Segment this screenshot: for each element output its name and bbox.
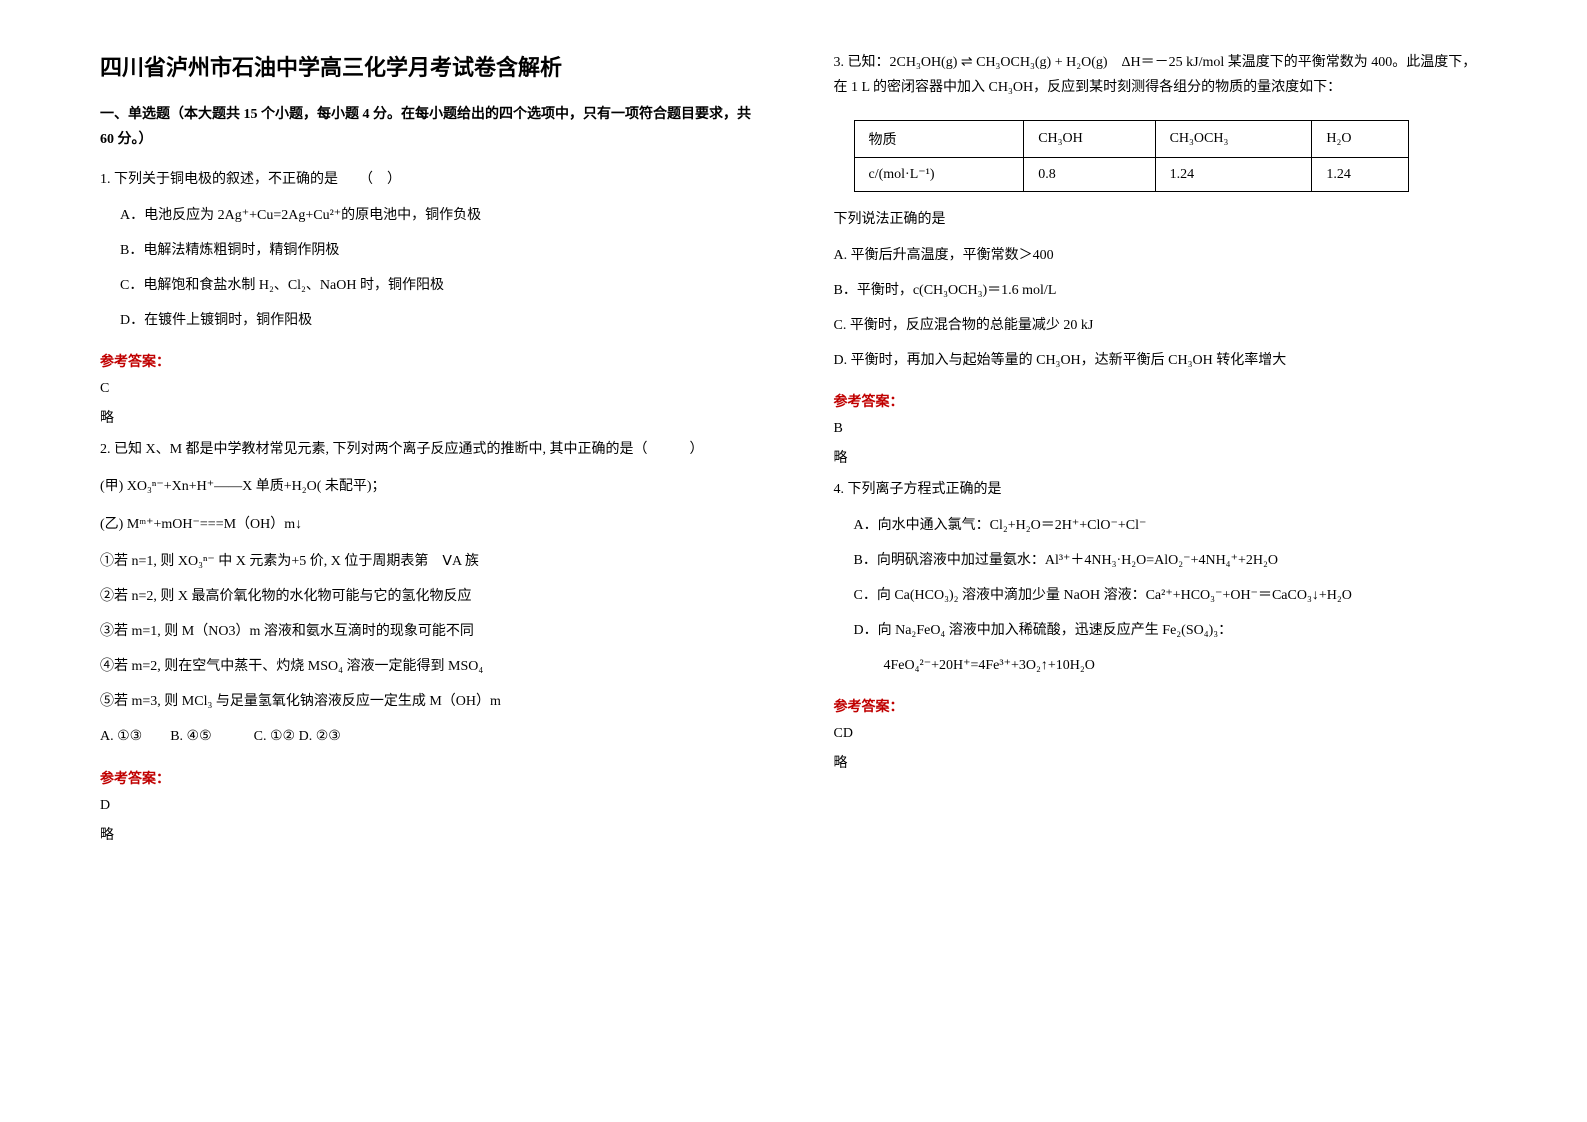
q3-answer: B [834,421,1488,437]
q1-answer: C [100,381,754,397]
q1-opt-c: C．电解饱和食盐水制 H₂、Cl₂、NaOH 时，铜作阳极 [120,273,754,298]
q4-opt-d2: 4FeO₄²⁻+20H⁺=4Fe³⁺+3O₂↑+10H₂O [884,653,1488,678]
section-header: 一、单选题（本大题共 15 个小题，每小题 4 分。在每小题给出的四个选项中，只… [100,102,754,152]
q2-answer-label: 参考答案： [100,768,754,788]
q3-opt-a: A. 平衡后升高温度，平衡常数＞400 [834,243,1488,268]
q2-sub4: ④若 m=2, 则在空气中蒸干、灼烧 MSO₄ 溶液一定能得到 MSO₄ [100,654,754,679]
q2-sub3: ③若 m=1, 则 M（NO3）m 溶液和氨水互滴时的现象可能不同 [100,619,754,644]
doc-title: 四川省泸州市石油中学高三化学月考试卷含解析 [100,50,754,82]
table-row: 物质 CH₃OH CH₃OCH₃ H₂O [854,121,1408,158]
left-column: 四川省泸州市石油中学高三化学月考试卷含解析 一、单选题（本大题共 15 个小题，… [100,50,754,1072]
q3-table: 物质 CH₃OH CH₃OCH₃ H₂O c/(mol·L⁻¹) 0.8 1.2… [854,120,1409,192]
q4-answer: CD [834,726,1488,742]
q1-opt-d: D．在镀件上镀铜时，铜作阳极 [120,308,754,333]
q4-opt-d: D．向 Na₂FeO₄ 溶液中加入稀硫酸，迅速反应产生 Fe₂(SO₄)₃： [854,618,1488,643]
q4-stem: 4. 下列离子方程式正确的是 [834,477,1488,502]
q3-note: 略 [834,447,1488,467]
q2-options: A. ①③ B. ④⑤ C. ①② D. ②③ [100,724,754,749]
right-column: 3. 已知：2CH₃OH(g) ⇌ CH₃OCH₃(g) + H₂O(g) ΔH… [834,50,1488,1072]
q3-after-table: 下列说法正确的是 [834,207,1488,232]
q2-sub1: ①若 n=1, 则 XO₃ⁿ⁻ 中 X 元素为+5 价, X 位于周期表第 ⅤA… [100,549,754,574]
q4-note: 略 [834,752,1488,772]
table-cell: CH₃OH [1024,121,1155,158]
table-cell: 1.24 [1312,158,1409,192]
q1-answer-label: 参考答案： [100,351,754,371]
q2-line1: (甲) XO₃ⁿ⁻+Xn+H⁺——X 单质+H₂O( 未配平)； [100,473,754,501]
table-cell: H₂O [1312,121,1409,158]
q3-stem: 3. 已知：2CH₃OH(g) ⇌ CH₃OCH₃(g) + H₂O(g) ΔH… [834,50,1488,100]
q2-sub2: ②若 n=2, 则 X 最高价氧化物的水化物可能与它的氢化物反应 [100,584,754,609]
table-cell: 0.8 [1024,158,1155,192]
q4-answer-label: 参考答案： [834,696,1488,716]
q2-note: 略 [100,824,754,844]
table-cell: CH₃OCH₃ [1155,121,1312,158]
q2-answer: D [100,798,754,814]
q2-line2: (乙) Mᵐ⁺+mOH⁻===M（OH）m↓ [100,511,754,539]
q1-opt-a: A．电池反应为 2Ag⁺+Cu=2Ag+Cu²⁺的原电池中，铜作负极 [120,203,754,228]
table-cell: 1.24 [1155,158,1312,192]
q3-answer-label: 参考答案： [834,391,1488,411]
table-row: c/(mol·L⁻¹) 0.8 1.24 1.24 [854,158,1408,192]
q1-opt-b: B．电解法精炼粗铜时，精铜作阴极 [120,238,754,263]
table-cell: c/(mol·L⁻¹) [854,158,1024,192]
q2-stem: 2. 已知 X、M 都是中学教材常见元素, 下列对两个离子反应通式的推断中, 其… [100,437,754,462]
q1-note: 略 [100,407,754,427]
q3-opt-b: B．平衡时，c(CH₃OCH₃)＝1.6 mol/L [834,278,1488,303]
q2-sub5: ⑤若 m=3, 则 MCl₃ 与足量氢氧化钠溶液反应一定生成 M（OH）m [100,689,754,714]
q3-opt-d: D. 平衡时，再加入与起始等量的 CH₃OH，达新平衡后 CH₃OH 转化率增大 [834,348,1488,373]
table-cell: 物质 [854,121,1024,158]
q4-opt-b: B．向明矾溶液中加过量氨水：Al³⁺＋4NH₃·H₂O=AlO₂⁻+4NH₄⁺+… [854,548,1488,573]
q4-opt-a: A．向水中通入氯气：Cl₂+H₂O＝2H⁺+ClO⁻+Cl⁻ [854,513,1488,538]
q4-opt-c: C．向 Ca(HCO₃)₂ 溶液中滴加少量 NaOH 溶液：Ca²⁺+HCO₃⁻… [854,583,1488,608]
q3-opt-c: C. 平衡时，反应混合物的总能量减少 20 kJ [834,313,1488,338]
q1-stem: 1. 下列关于铜电极的叙述，不正确的是 （ ） [100,167,754,192]
